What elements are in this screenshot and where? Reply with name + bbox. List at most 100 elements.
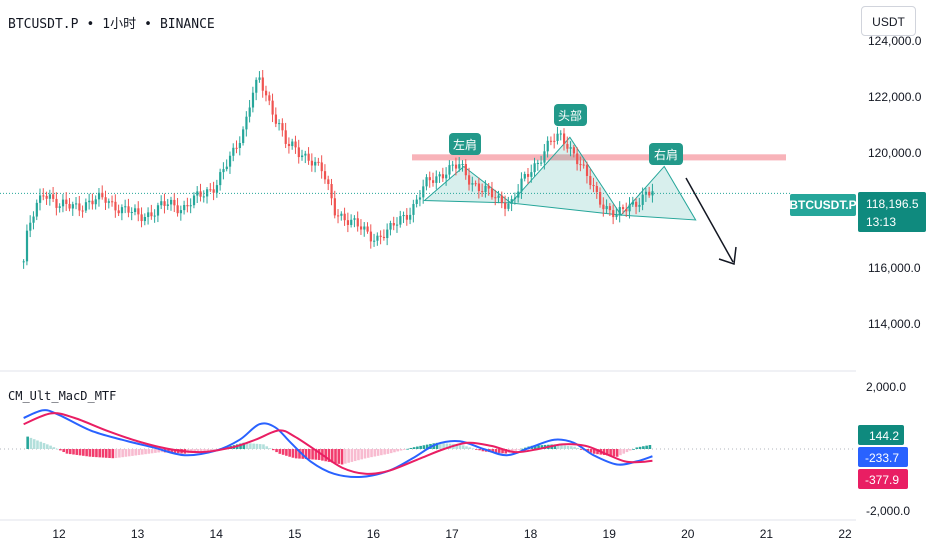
candle-body bbox=[526, 174, 530, 177]
histogram-bar bbox=[249, 443, 252, 449]
right-shoulder-label[interactable]: 右肩 bbox=[649, 143, 683, 165]
histogram-bar bbox=[645, 445, 648, 449]
histogram-bar bbox=[298, 449, 301, 459]
price-tick: 120,000.0 bbox=[868, 146, 922, 160]
candle-body bbox=[52, 194, 55, 199]
candle-body bbox=[88, 200, 91, 203]
candle-body bbox=[29, 222, 32, 231]
candle-body bbox=[281, 123, 284, 131]
candle-body bbox=[510, 199, 513, 204]
histogram-bar bbox=[170, 449, 174, 453]
histogram-bar bbox=[579, 449, 583, 450]
breakdown-arrow[interactable] bbox=[685, 177, 737, 266]
candle-body bbox=[228, 155, 232, 167]
candle-body bbox=[382, 236, 386, 239]
candle-body bbox=[340, 213, 343, 216]
candle-body bbox=[22, 261, 25, 263]
candle-body bbox=[235, 147, 238, 149]
time-tick: 17 bbox=[445, 527, 459, 541]
histogram-bar bbox=[416, 446, 419, 449]
candle-body bbox=[32, 216, 35, 223]
left-shoulder-label[interactable]: 左肩 bbox=[449, 133, 481, 155]
candle-body bbox=[487, 185, 490, 189]
candle-body bbox=[415, 199, 418, 204]
resistance-zone[interactable] bbox=[412, 154, 786, 161]
macd-tick: 2,000.0 bbox=[866, 380, 906, 394]
candle-body bbox=[481, 191, 484, 193]
histogram-bar bbox=[288, 449, 291, 457]
candle-body bbox=[454, 164, 458, 169]
histogram-bar bbox=[245, 443, 249, 449]
histogram-bar bbox=[327, 449, 331, 462]
candle-body bbox=[451, 164, 454, 166]
chart-header: BTCUSDT.P • 1小时 • BINANCE bbox=[8, 17, 215, 32]
candle-body bbox=[497, 195, 500, 198]
candle-body bbox=[45, 195, 48, 199]
candle-body bbox=[81, 210, 84, 212]
macd-axis[interactable]: 2,000.0 -2,000.0 bbox=[866, 380, 910, 518]
candle-body bbox=[143, 217, 147, 222]
histogram-bar bbox=[576, 447, 580, 449]
candle-body bbox=[369, 231, 372, 242]
candle-body bbox=[566, 144, 569, 149]
symbol-price-tag[interactable]: BTCUSDT.P 118,196.5 13:13 bbox=[789, 192, 926, 232]
histogram-bar bbox=[91, 449, 95, 457]
candle-body bbox=[540, 162, 543, 164]
histogram-bar bbox=[167, 449, 170, 453]
histogram-bar bbox=[478, 449, 481, 451]
histogram-bar bbox=[353, 449, 357, 462]
time-tick: 21 bbox=[760, 527, 774, 541]
histogram-bar bbox=[435, 442, 439, 449]
candle-body bbox=[284, 130, 287, 144]
histogram-bar bbox=[340, 449, 344, 465]
currency-button[interactable]: USDT bbox=[861, 6, 916, 36]
candle-body bbox=[353, 218, 356, 220]
candle-body bbox=[101, 192, 104, 198]
candles-group bbox=[22, 70, 654, 269]
candle-body bbox=[553, 140, 556, 142]
histogram-bar bbox=[46, 444, 49, 449]
candle-body bbox=[75, 203, 78, 205]
histogram-bar bbox=[612, 449, 616, 457]
candle-body bbox=[337, 215, 340, 217]
histogram-bar bbox=[154, 449, 157, 453]
candle-body bbox=[58, 206, 61, 208]
histogram-bar bbox=[537, 445, 540, 449]
histogram-bar bbox=[317, 449, 321, 460]
candle-body bbox=[124, 206, 127, 208]
histogram-bar bbox=[380, 449, 383, 456]
macd-line-value: -233.7 bbox=[865, 451, 899, 465]
histogram-bar bbox=[570, 446, 573, 449]
candle-body bbox=[130, 212, 133, 214]
histogram-bar bbox=[347, 449, 350, 463]
candle-body bbox=[160, 201, 163, 206]
candle-body bbox=[448, 165, 451, 175]
candle-body bbox=[310, 160, 314, 166]
candle-body bbox=[35, 202, 38, 217]
histogram-bar bbox=[511, 449, 514, 452]
histogram-bar bbox=[108, 449, 111, 458]
price-axis[interactable]: 124,000.0 122,000.0 120,000.0 116,000.0 … bbox=[868, 34, 922, 331]
candle-body bbox=[409, 214, 412, 220]
candle-body bbox=[39, 195, 42, 203]
head-label[interactable]: 头部 bbox=[554, 104, 587, 126]
histogram-bar bbox=[206, 449, 210, 452]
histogram-bar bbox=[602, 449, 606, 456]
candle-body bbox=[363, 226, 366, 230]
macd-line bbox=[23, 409, 653, 479]
candle-body bbox=[595, 185, 598, 193]
candle-body bbox=[559, 133, 562, 135]
histogram-bar bbox=[213, 449, 216, 450]
candle-body bbox=[490, 188, 494, 198]
histogram-bar bbox=[95, 449, 98, 458]
time-axis[interactable]: 12 13 14 15 16 17 18 19 20 21 22 bbox=[52, 527, 852, 541]
histogram-bar bbox=[337, 449, 341, 464]
candle-body bbox=[621, 207, 625, 210]
histogram-bar bbox=[114, 449, 118, 459]
histogram-bar bbox=[26, 436, 29, 449]
time-tick: 15 bbox=[288, 527, 302, 541]
histogram-bar bbox=[275, 449, 278, 453]
candle-body bbox=[317, 161, 320, 163]
histogram-bar bbox=[622, 449, 626, 454]
